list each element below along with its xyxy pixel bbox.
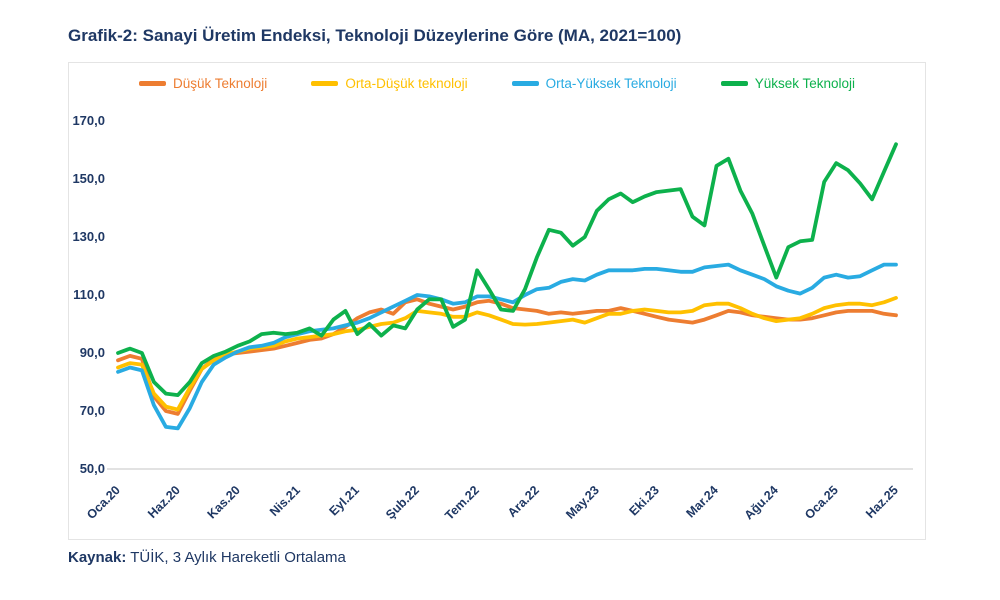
chart-legend: Düşük Teknoloji Orta-Düşük teknoloji Orta-… [69,76,925,91]
y-axis-tick-label: 90,0 [79,345,105,360]
legend-label-2: Orta-Yüksek Teknoloji [545,76,677,91]
line-chart-svg [107,142,913,470]
legend-marker-1 [311,81,339,86]
chart-area: Düşük Teknoloji Orta-Düşük teknoloji Orta-… [68,62,926,540]
legend-label-1: Orta-Düşük teknoloji [345,76,468,91]
legend-label-0: Düşük Teknoloji [173,76,268,91]
y-axis-tick-label: 50,0 [79,461,105,476]
legend-item-1: Orta-Düşük teknoloji [311,76,468,91]
series-line-0 [116,297,898,416]
source-note: Kaynak: TÜİK, 3 Aylık Hareketli Ortalama [68,549,346,566]
series-line-3 [116,142,898,398]
legend-marker-3 [720,81,748,86]
y-axis-tick-label: 130,0 [72,229,105,244]
y-axis-tick-label: 170,0 [72,113,105,128]
legend-item-0: Düşük Teknoloji [139,76,267,91]
legend-marker-2 [511,81,539,86]
series-line-2 [116,262,898,431]
legend-marker-0 [139,81,166,86]
legend-item-3: Yüksek Teknoloji [720,76,855,91]
y-axis-tick-label: 70,0 [79,403,105,418]
legend-label-3: Yüksek Teknoloji [754,76,855,91]
y-axis-tick-label: 150,0 [72,171,105,186]
legend-item-2: Orta-Yüksek Teknoloji [511,76,677,91]
plot-area: 170,0 150,0 130,0 110,0 90,0 70,0 50,0 Oca.20 Ha… [69,63,925,539]
source-text: TÜİK, 3 Aylık Hareketli Ortalama [126,549,346,566]
y-axis-tick-label: 110,0 [73,287,105,302]
source-label: Kaynak: [68,549,127,566]
chart-title: Grafik-2: Sanayi Üretim Endeksi, Teknolo… [68,26,682,45]
